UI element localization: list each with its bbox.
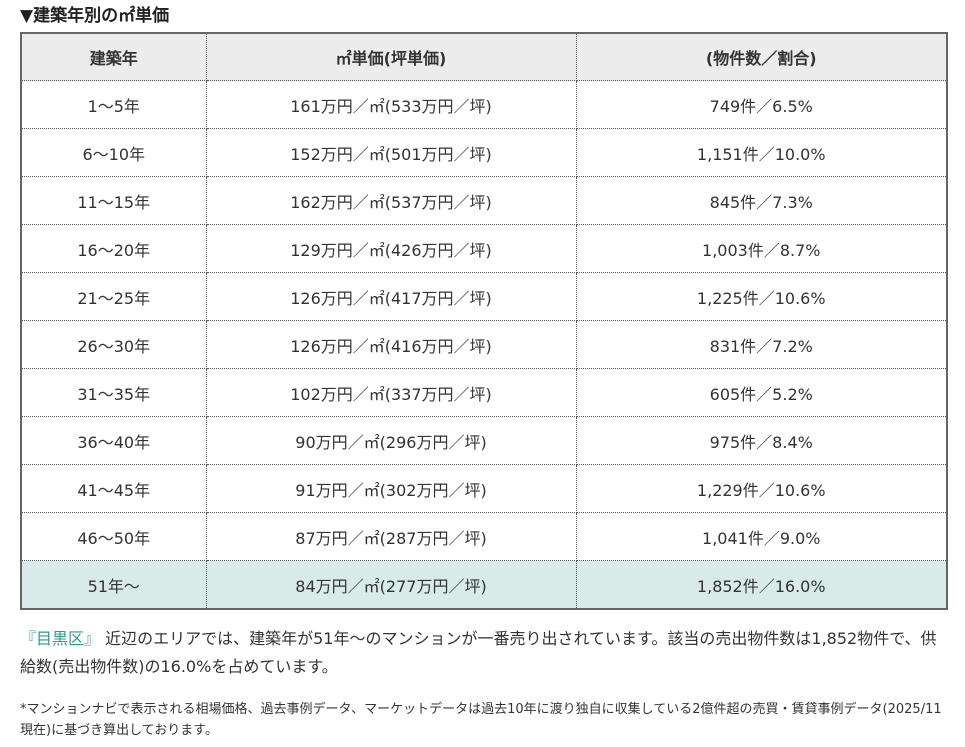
cell-price: 152万円／㎡(501万円／坪): [205, 128, 577, 177]
table-row: 41～45年 91万円／㎡(302万円／坪) 1,229件／10.6%: [20, 464, 948, 513]
cell-age: 26～30年: [20, 320, 207, 369]
cell-price: 161万円／㎡(533万円／坪): [205, 80, 577, 129]
table-row: 6～10年 152万円／㎡(501万円／坪) 1,151件／10.0%: [20, 128, 948, 177]
header-unit-price: ㎡単価(坪単価): [205, 32, 577, 81]
cell-price: 162万円／㎡(537万円／坪): [205, 176, 577, 225]
table-row: 1～5年 161万円／㎡(533万円／坪) 749件／6.5%: [20, 80, 948, 129]
price-by-age-table: 建築年 ㎡単価(坪単価) (物件数／割合) 1～5年 161万円／㎡(533万円…: [20, 32, 948, 610]
table-row: 16～20年 129万円／㎡(426万円／坪) 1,003件／8.7%: [20, 224, 948, 273]
table-row: 21～25年 126万円／㎡(417万円／坪) 1,225件／10.6%: [20, 272, 948, 321]
cell-age: 11～15年: [20, 176, 207, 225]
cell-age: 6～10年: [20, 128, 207, 177]
table-row: 11～15年 162万円／㎡(537万円／坪) 845件／7.3%: [20, 176, 948, 225]
data-source-footnote: *マンションナビで表示される相場価格、過去事例データ、マーケットデータは過去10…: [20, 702, 942, 738]
header-count-ratio: (物件数／割合): [575, 32, 948, 81]
cell-age: 1～5年: [20, 80, 207, 129]
table-row: 46～50年 87万円／㎡(287万円／坪) 1,041件／9.0%: [20, 512, 948, 561]
cell-age: 51年～: [20, 560, 207, 610]
header-building-age: 建築年: [20, 32, 207, 81]
cell-count: 1,151件／10.0%: [575, 128, 948, 177]
cell-count: 749件／6.5%: [575, 80, 948, 129]
area-link[interactable]: 『目黒区』: [20, 629, 101, 648]
cell-count: 1,852件／16.0%: [575, 560, 948, 610]
cell-count: 845件／7.3%: [575, 176, 948, 225]
summary-text: 近辺のエリアでは、建築年が51年～のマンションが一番売り出されています。該当の売…: [20, 629, 937, 676]
cell-price: 129万円／㎡(426万円／坪): [205, 224, 577, 273]
cell-age: 31～35年: [20, 368, 207, 417]
cell-price: 87万円／㎡(287万円／坪): [205, 512, 577, 561]
cell-age: 46～50年: [20, 512, 207, 561]
cell-count: 1,003件／8.7%: [575, 224, 948, 273]
cell-price: 91万円／㎡(302万円／坪): [205, 464, 577, 513]
cell-age: 21～25年: [20, 272, 207, 321]
table-row-highlighted: 51年～ 84万円／㎡(277万円／坪) 1,852件／16.0%: [20, 560, 948, 610]
cell-count: 975件／8.4%: [575, 416, 948, 465]
cell-count: 1,041件／9.0%: [575, 512, 948, 561]
cell-count: 605件／5.2%: [575, 368, 948, 417]
cell-price: 84万円／㎡(277万円／坪): [205, 560, 577, 610]
cell-age: 41～45年: [20, 464, 207, 513]
section-title: ▼建築年別の㎡単価: [20, 6, 170, 26]
cell-age: 16～20年: [20, 224, 207, 273]
cell-count: 1,229件／10.6%: [575, 464, 948, 513]
table-row: 36～40年 90万円／㎡(296万円／坪) 975件／8.4%: [20, 416, 948, 465]
cell-price: 102万円／㎡(337万円／坪): [205, 368, 577, 417]
cell-price: 126万円／㎡(417万円／坪): [205, 272, 577, 321]
cell-age: 36～40年: [20, 416, 207, 465]
cell-price: 126万円／㎡(416万円／坪): [205, 320, 577, 369]
table-row: 26～30年 126万円／㎡(416万円／坪) 831件／7.2%: [20, 320, 948, 369]
cell-price: 90万円／㎡(296万円／坪): [205, 416, 577, 465]
cell-count: 831件／7.2%: [575, 320, 948, 369]
summary-paragraph: 『目黒区』 近辺のエリアでは、建築年が51年～のマンションが一番売り出されていま…: [20, 625, 950, 681]
table-row: 31～35年 102万円／㎡(337万円／坪) 605件／5.2%: [20, 368, 948, 417]
cell-count: 1,225件／10.6%: [575, 272, 948, 321]
table-header-row: 建築年 ㎡単価(坪単価) (物件数／割合): [20, 32, 948, 81]
